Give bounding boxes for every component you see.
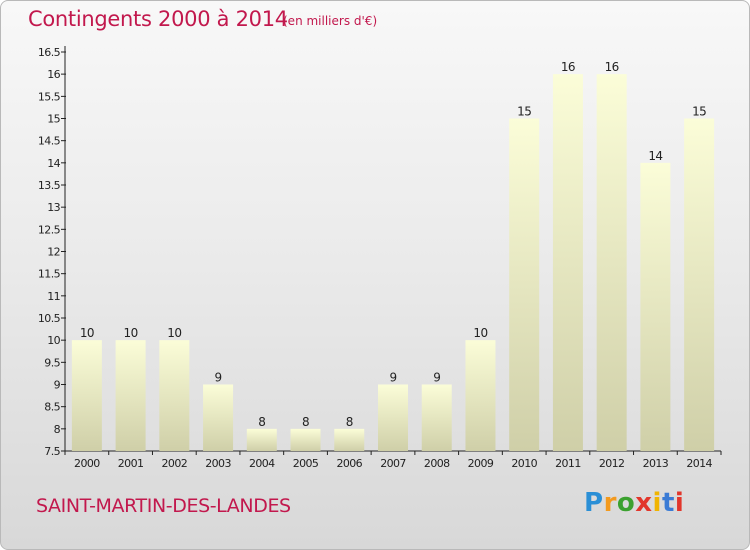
x-tick-label: 2009 [468, 457, 494, 470]
x-tick-label: 2014 [686, 457, 712, 470]
chart-unit: (en milliers d'€) [283, 14, 378, 28]
data-label: 15 [517, 105, 531, 119]
y-tick-label: 16.5 [38, 46, 61, 59]
y-tick-label: 15 [47, 113, 60, 126]
bar [509, 118, 540, 451]
data-label: 9 [215, 371, 222, 385]
bar [684, 118, 715, 451]
x-tick-label: 2006 [336, 457, 362, 470]
logo-letter: x [635, 488, 653, 518]
x-tick-label: 2012 [599, 457, 625, 470]
data-label: 14 [648, 149, 662, 163]
data-label: 15 [692, 105, 706, 119]
bar [596, 74, 627, 452]
data-label: 8 [346, 415, 353, 429]
logo-letter: o [616, 488, 636, 518]
bar [378, 384, 408, 451]
y-tick-label: 12.5 [38, 223, 61, 236]
y-tick-label: 10 [47, 334, 60, 347]
x-tick-label: 2013 [643, 457, 669, 470]
y-tick-label: 16 [47, 68, 60, 81]
x-tick-label: 2010 [511, 457, 537, 470]
bar [71, 340, 102, 451]
data-label: 9 [389, 371, 396, 385]
y-tick-label: 8.5 [44, 401, 60, 414]
data-label: 16 [605, 60, 619, 74]
data-label: 9 [433, 371, 440, 385]
x-tick-label: 2007 [380, 457, 406, 470]
bar [465, 340, 496, 451]
commune-name: SAINT-MARTIN-DES-LANDES [36, 495, 291, 517]
data-label: 10 [80, 326, 94, 340]
x-tick-label: 2003 [205, 457, 231, 470]
logo-letter: P [584, 488, 604, 518]
y-tick-label: 13.5 [38, 179, 61, 192]
x-tick-label: 2001 [118, 457, 144, 470]
x-tick-label: 2008 [424, 457, 450, 470]
y-tick-label: 10.5 [38, 312, 61, 325]
proxiti-logo: Proxiti [584, 488, 684, 518]
y-tick-label: 11.5 [38, 268, 61, 281]
logo-letter: r [603, 488, 617, 518]
data-label: 10 [167, 326, 181, 340]
y-tick-label: 13 [47, 201, 60, 214]
x-tick-label: 2011 [555, 457, 581, 470]
data-label: 10 [473, 326, 487, 340]
bar [421, 384, 452, 451]
logo-letter: i [652, 488, 662, 518]
x-tick-label: 2002 [162, 457, 188, 470]
bar [334, 428, 365, 451]
y-tick-label: 14.5 [38, 135, 61, 148]
y-tick-label: 9.5 [44, 356, 60, 369]
y-tick-label: 15.5 [38, 90, 61, 103]
bar [115, 340, 146, 451]
bar [203, 384, 234, 451]
data-label: 16 [561, 60, 575, 74]
x-tick-label: 2004 [249, 457, 275, 470]
logo-letter: i [674, 488, 685, 518]
data-label: 10 [124, 326, 138, 340]
y-tick-label: 8 [54, 423, 61, 436]
data-label: 8 [258, 415, 265, 429]
y-tick-label: 12 [47, 246, 60, 259]
bar [640, 162, 671, 452]
x-tick-label: 2005 [293, 457, 319, 470]
logo-letter: t [661, 488, 675, 518]
y-tick-label: 7.5 [44, 445, 60, 458]
y-tick-label: 11 [47, 290, 60, 303]
chart-title: Contingents 2000 à 2014 [28, 7, 288, 31]
bar [290, 428, 321, 451]
bar [246, 428, 277, 451]
bar [159, 340, 190, 451]
data-label: 8 [302, 415, 309, 429]
bar [552, 74, 583, 452]
y-tick-label: 14 [47, 157, 60, 170]
x-tick-label: 2000 [74, 457, 100, 470]
y-tick-label: 9 [54, 379, 61, 392]
